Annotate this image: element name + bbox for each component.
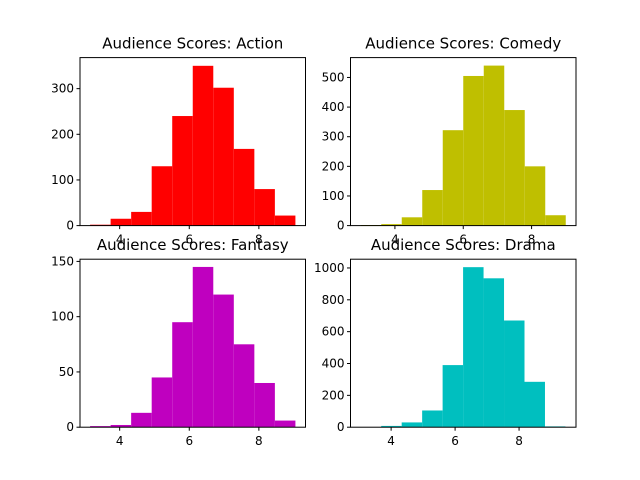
y-tick-label: 300 — [51, 82, 74, 96]
y-tick-label: 0 — [66, 420, 74, 434]
y-tick-label: 200 — [322, 388, 345, 402]
bar — [233, 344, 255, 428]
bar — [381, 224, 402, 226]
y-tick-label: 50 — [59, 365, 74, 379]
y-tick-label: 150 — [51, 254, 74, 268]
bar — [274, 215, 296, 226]
bar — [442, 130, 464, 226]
y-tick-label: 300 — [322, 130, 345, 144]
bar — [483, 65, 505, 226]
bar — [172, 322, 193, 428]
bar — [422, 190, 443, 226]
x-tick-label: 8 — [515, 434, 523, 448]
bar — [110, 218, 132, 226]
y-tick-label: 500 — [322, 70, 345, 84]
x-tick-label: 4 — [391, 233, 399, 247]
bar — [504, 110, 525, 226]
y-tick-label: 0 — [337, 219, 345, 233]
bar — [524, 166, 546, 226]
bar — [213, 87, 234, 226]
y-tick-label: 200 — [51, 127, 74, 141]
bar — [274, 420, 296, 428]
y-tick-label: 200 — [322, 159, 345, 173]
bar — [422, 410, 443, 428]
y-tick-label: 800 — [322, 293, 345, 307]
x-tick-label: 4 — [387, 434, 395, 448]
bar — [131, 211, 152, 226]
axes-frame — [79, 258, 306, 428]
y-tick-label: 400 — [322, 357, 345, 371]
bar — [483, 278, 505, 428]
x-tick-label: 8 — [255, 233, 263, 247]
axes-title: Audience Scores: Comedy — [365, 35, 561, 53]
y-tick-label: 0 — [337, 420, 345, 434]
bar — [131, 412, 152, 428]
y-tick-label: 100 — [51, 173, 74, 187]
bar — [151, 377, 173, 428]
x-tick-label: 6 — [185, 434, 193, 448]
x-tick-label: 6 — [185, 233, 193, 247]
y-tick-label: 100 — [322, 189, 345, 203]
bar — [254, 382, 275, 428]
y-tick-label: 600 — [322, 325, 345, 339]
bar — [545, 215, 566, 226]
bar — [442, 365, 464, 428]
x-tick-label: 6 — [459, 233, 467, 247]
axes-title: Audience Scores: Action — [102, 35, 283, 53]
y-tick-label: 100 — [51, 310, 74, 324]
bar — [233, 148, 255, 226]
bar — [213, 294, 234, 428]
bar — [524, 381, 545, 428]
bar — [254, 189, 275, 226]
y-tick-label: 1000 — [314, 261, 345, 275]
bar — [90, 426, 111, 428]
x-tick-label: 6 — [451, 434, 459, 448]
axes-title: Audience Scores: Drama — [371, 236, 556, 254]
bar — [463, 75, 484, 226]
bar — [151, 166, 173, 226]
x-tick-label: 4 — [116, 434, 124, 448]
bar — [463, 267, 484, 428]
bar — [381, 425, 402, 428]
y-tick-label: 400 — [322, 100, 345, 114]
y-tick-label: 0 — [66, 219, 74, 233]
bar — [192, 65, 214, 226]
bar — [401, 217, 423, 226]
x-tick-label: 8 — [528, 233, 536, 247]
bar — [192, 266, 214, 428]
x-tick-label: 8 — [255, 434, 263, 448]
x-tick-label: 4 — [116, 233, 124, 247]
bar — [504, 320, 525, 428]
axes-frame — [79, 57, 306, 227]
bar — [401, 422, 423, 428]
axes-title: Audience Scores: Fantasy — [97, 236, 289, 254]
bar — [172, 116, 193, 226]
axes-frame — [350, 258, 577, 428]
bar — [110, 424, 132, 428]
